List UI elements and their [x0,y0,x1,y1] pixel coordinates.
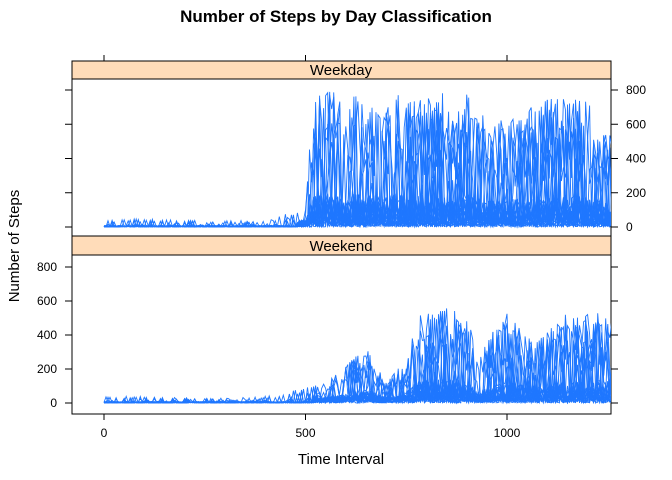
chart-title: Number of Steps by Day Classification [180,7,492,26]
x-tick-label: 0 [101,426,108,440]
x-tick-label: 500 [295,426,315,440]
y-tick-label: 200 [37,362,57,376]
y-tick-label: 600 [37,294,57,308]
weekend-series [103,308,611,405]
y-tick-label: 600 [626,117,646,131]
strip-weekend-label: Weekend [309,238,372,255]
y-tick-label: 0 [626,220,633,234]
strip-weekday [71,60,612,80]
x-axis-label: Time Interval [298,451,384,468]
y-tick-label: 200 [626,186,646,200]
weekday-day-line [103,100,611,228]
y-tick-label: 800 [37,260,57,274]
weekday-series [103,91,611,229]
strip-weekend [71,235,612,256]
y-tick-label: 0 [50,396,57,410]
strip-weekday-label: Weekday [310,62,373,79]
y-tick-label: 400 [37,328,57,342]
y-tick-label: 400 [626,152,646,166]
x-tick-label: 1000 [494,426,521,440]
y-tick-label: 800 [626,83,646,97]
weekend-day-line [103,323,611,405]
axes: 0500100015002000020040060080002004006008… [37,55,646,440]
y-axis-label: Number of Steps [6,190,23,303]
